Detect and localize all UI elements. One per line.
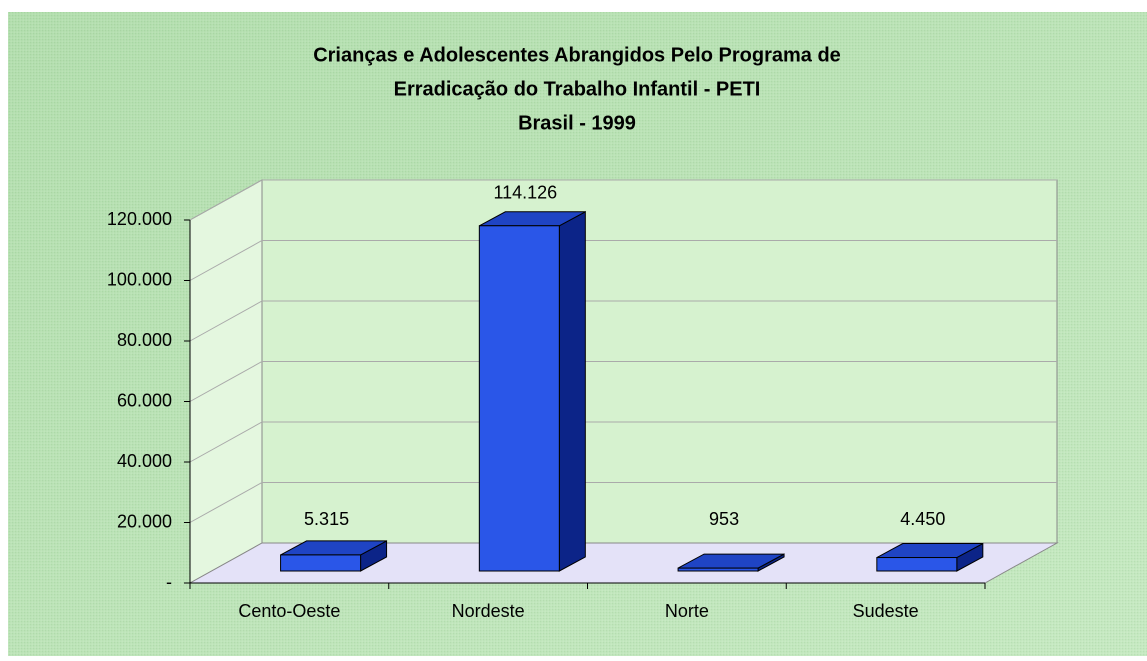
grid-line <box>189 361 1057 402</box>
grid-line <box>189 482 1057 523</box>
grid-line <box>189 240 1057 281</box>
value-label: 4.450 <box>900 509 945 529</box>
chart-title: Brasil - 1999 <box>518 112 636 134</box>
y-tick-label: 40.000 <box>117 451 172 471</box>
chart-title: Erradicação do Trabalho Infantil - PETI <box>394 78 761 100</box>
x-tick-label: Sudeste <box>853 601 919 621</box>
x-tick-label: Nordeste <box>452 601 525 621</box>
y-tick-label: - <box>166 572 172 592</box>
value-label: 5.315 <box>304 509 349 529</box>
bar <box>280 554 362 572</box>
x-tick-label: Cento-Oeste <box>238 601 340 621</box>
value-label: 953 <box>709 509 739 529</box>
chart-title: Crianças e Adolescentes Abrangidos Pelo … <box>313 44 841 66</box>
x-tick-label: Norte <box>665 601 709 621</box>
y-tick-label: 120.000 <box>107 209 172 229</box>
value-label: 114.126 <box>493 183 557 203</box>
y-tick-label: 60.000 <box>117 390 172 410</box>
bar <box>677 567 759 572</box>
grid-line <box>189 421 1057 463</box>
y-tick-label: 100.000 <box>107 269 172 289</box>
bar <box>876 557 958 572</box>
grid-line <box>189 300 1057 342</box>
bar <box>478 225 560 572</box>
bar-side <box>558 210 586 572</box>
grid-line <box>189 179 1057 221</box>
y-tick-label: 20.000 <box>117 511 172 531</box>
y-tick-label: 80.000 <box>117 330 172 350</box>
